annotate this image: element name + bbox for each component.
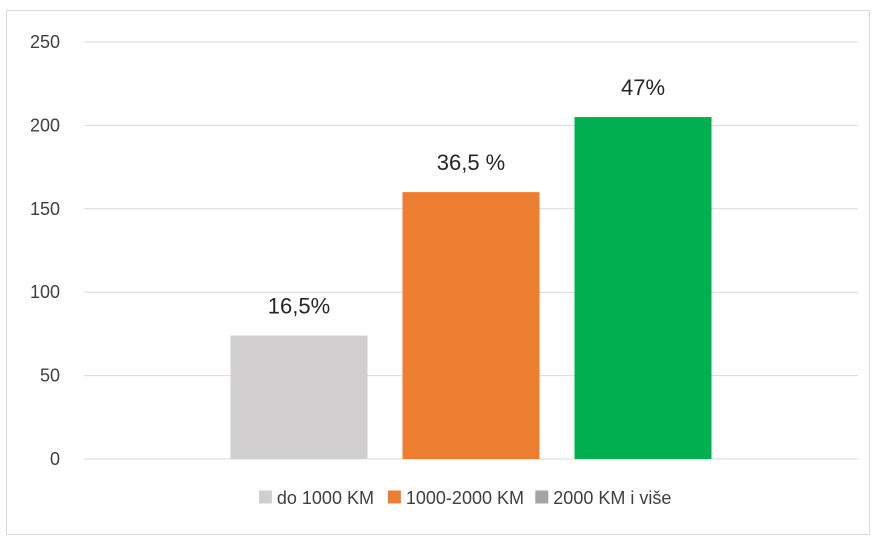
legend-label: 2000 KM i više — [553, 488, 671, 508]
data-label: 36,5 % — [437, 150, 506, 175]
y-tick-label: 50 — [40, 366, 60, 386]
data-label: 16,5% — [268, 294, 330, 319]
data-label: 47% — [621, 75, 665, 100]
bar — [230, 335, 368, 459]
legend-label: 1000-2000 KM — [406, 488, 524, 508]
legend-swatch — [258, 490, 272, 504]
legend-swatch — [387, 490, 401, 504]
bar — [574, 117, 712, 459]
legend-label: do 1000 KM — [277, 488, 374, 508]
legend-swatch — [535, 490, 549, 504]
y-tick-label: 250 — [30, 32, 60, 52]
y-tick-label: 100 — [30, 282, 60, 302]
y-tick-label: 200 — [30, 115, 60, 135]
y-tick-label: 150 — [30, 199, 60, 219]
y-tick-label: 0 — [50, 449, 60, 469]
bar — [402, 192, 540, 459]
